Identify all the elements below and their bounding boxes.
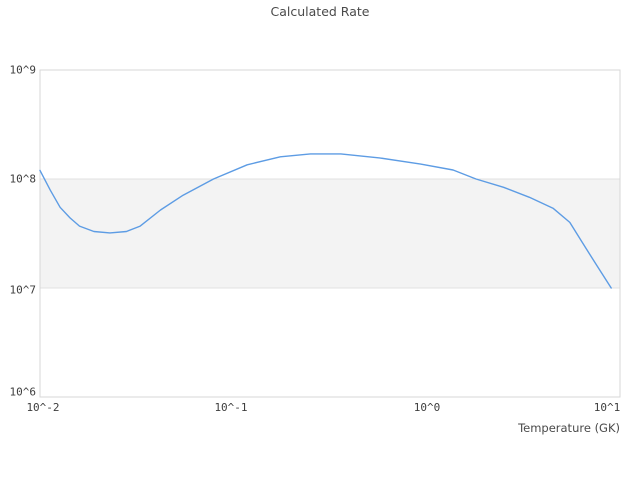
- x-tick-1e1: 10^1: [593, 401, 621, 414]
- plot-border: [39, 69, 621, 398]
- x-tick-1e0: 10^0: [413, 401, 441, 414]
- chart-title: Calculated Rate: [270, 4, 370, 19]
- rate-curve: [39, 153, 612, 289]
- x-tick-1e-1: 10^-1: [214, 401, 248, 414]
- y-tick-1e9: 10^9: [9, 63, 37, 77]
- x-tick-1e-2: 10^-2: [26, 401, 60, 414]
- y-tick-1e7: 10^7: [9, 283, 37, 297]
- y-tick-1e8: 10^8: [9, 172, 37, 186]
- y-tick-1e6: 10^6: [9, 385, 37, 399]
- highlight-band: [40, 179, 620, 288]
- x-axis-label: Temperature (GK): [518, 421, 620, 435]
